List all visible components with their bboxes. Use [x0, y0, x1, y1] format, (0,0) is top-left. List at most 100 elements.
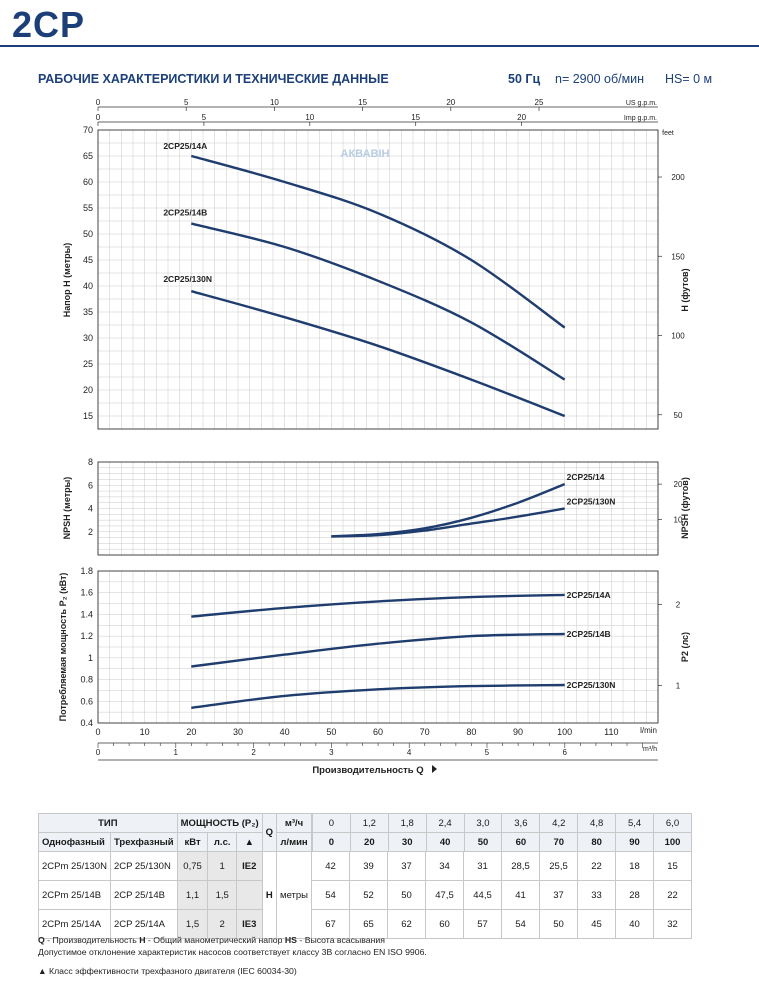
- q-value: 90: [615, 833, 654, 851]
- imp-gpm-tick-label: 15: [411, 113, 420, 122]
- x-axis-label: Производительность Q: [312, 765, 423, 776]
- speed-label: n= 2900 об/мин: [555, 72, 645, 86]
- npsh-y-axis-label: NPSH (метры): [62, 477, 72, 540]
- npsh-curve-label: 2CP25/130N: [567, 497, 616, 507]
- lmin-tick-label: 110: [604, 727, 618, 737]
- m3h-tick-label: 0: [96, 748, 101, 757]
- table-subheader-row: Однофазный Трехфазный кВт л.с. ▲ л/мин 0…: [38, 832, 693, 852]
- head-value: 42: [311, 851, 351, 881]
- head-value: 25,5: [539, 851, 579, 881]
- panel-frame: [97, 461, 659, 556]
- head-feet-tick-label: 150: [671, 252, 685, 261]
- head-y-tick-label: 70: [83, 125, 93, 135]
- head-value: 15: [653, 851, 693, 881]
- lmin-tick-label: 100: [557, 727, 572, 737]
- brand-rule: [0, 45, 759, 47]
- lmin-tick-label: 80: [466, 727, 476, 737]
- section-title: РАБОЧИЕ ХАРАКТЕРИСТИКИ И ТЕХНИЧЕСКИЕ ДАН…: [38, 72, 389, 86]
- lmin-tick-label: 20: [186, 727, 196, 737]
- single-phase-model: 2CPm 25/130N: [38, 851, 111, 881]
- head-value: 54: [311, 880, 351, 910]
- power-hp-tick-label: 1: [676, 681, 681, 690]
- lmin-tick-label: 30: [233, 727, 243, 737]
- head-value: 32: [653, 909, 693, 939]
- head-value: 47,5: [425, 880, 465, 910]
- lmin-tick-label: 70: [420, 727, 430, 737]
- head-value: 60: [425, 909, 465, 939]
- npsh-right-axis-label: NPSH (футов): [680, 477, 690, 539]
- head-value: 28: [615, 880, 655, 910]
- x-axis-arrow-icon: [432, 765, 437, 773]
- q-value: 0: [312, 833, 351, 851]
- head-y-tick-label: 35: [83, 307, 93, 317]
- head-value: 57: [463, 909, 503, 939]
- power-y-tick-label: 1: [88, 653, 93, 663]
- q-value: 80: [577, 833, 616, 851]
- head-curve-label: 2CP25/130N: [163, 274, 212, 284]
- q-value: 60: [501, 833, 540, 851]
- q-value: 40: [425, 833, 465, 851]
- panel-frame: [97, 129, 659, 430]
- head-feet-tick-label: 100: [671, 332, 685, 341]
- meters-header: метры: [276, 851, 313, 939]
- imp-gpm-tick-label: 5: [202, 113, 207, 122]
- single-phase-header: Однофазный: [38, 832, 111, 852]
- q-value: 6,0: [653, 814, 692, 832]
- head-y-tick-label: 55: [83, 203, 93, 213]
- head-value: 31: [463, 851, 503, 881]
- npsh-curve: [331, 507, 565, 538]
- q-value: 70: [539, 833, 578, 851]
- imp-gpm-label: Imp g.p.m.: [624, 115, 657, 122]
- us-gpm-tick-label: 5: [184, 98, 189, 107]
- m3h-header: м³/ч: [276, 813, 313, 833]
- m3h-tick-label: 4: [407, 748, 412, 757]
- power-hp: 1: [207, 851, 237, 881]
- head-y-tick-label: 20: [83, 385, 93, 395]
- efficiency-class: IE2: [235, 851, 263, 881]
- head-value: 45: [577, 909, 617, 939]
- power-header: МОЩНОСТЬ (P₂): [176, 813, 263, 833]
- imp-gpm-tick-label: 10: [305, 113, 314, 122]
- brand-title: 2CP: [12, 4, 86, 45]
- panel-frame: [97, 570, 659, 724]
- efficiency-class: [235, 880, 263, 910]
- head-value: 54: [501, 909, 541, 939]
- q-value: 2,4: [425, 814, 465, 832]
- head-y-axis-label: Напор H (метры): [62, 243, 72, 318]
- spec-table: ТИП МОЩНОСТЬ (P₂) Q м³/ч 0 1,2 1,8 2,4 3,0 3,…: [38, 813, 693, 939]
- power-hp-tick-label: 2: [676, 601, 681, 610]
- npsh-y-tick-label: 4: [88, 504, 93, 514]
- m3h-tick-label: 5: [485, 748, 490, 757]
- head-value: 50: [539, 909, 579, 939]
- head-value: 52: [349, 880, 389, 910]
- npsh-y-tick-label: 6: [88, 480, 93, 490]
- power-curve: [191, 683, 565, 709]
- efficiency-class-header: ▲: [235, 832, 263, 852]
- q-value: 3,6: [501, 814, 540, 832]
- power-kw: 0,75: [176, 851, 209, 881]
- power-curve: [191, 593, 565, 618]
- m3h-tick-label: 3: [329, 748, 334, 757]
- lmin-tick-label: 50: [326, 727, 336, 737]
- head-y-tick-label: 45: [83, 255, 93, 265]
- head-y-tick-label: 60: [83, 177, 93, 187]
- head-value: 18: [615, 851, 655, 881]
- q-value: 30: [387, 833, 427, 851]
- power-y-tick-label: 0.4: [80, 718, 93, 728]
- lmin-tick-label: 10: [140, 727, 150, 737]
- npsh-curve-label: 2CP25/14: [567, 472, 605, 482]
- head-y-tick-label: 30: [83, 333, 93, 343]
- power-y-axis-label: Потребляемая мощность P₂ (кВт): [58, 573, 68, 722]
- head-value: 44,5: [463, 880, 503, 910]
- lmin-tick-label: 0: [95, 727, 100, 737]
- power-y-tick-label: 1.8: [80, 566, 93, 576]
- power-y-tick-label: 1.2: [80, 631, 93, 641]
- imp-gpm-tick-label: 0: [96, 113, 101, 122]
- head-y-tick-label: 65: [83, 151, 93, 161]
- m3h-tick-label: 1: [174, 748, 179, 757]
- power-kw: 1,1: [176, 880, 209, 910]
- three-phase-model: 2CP 25/14A: [109, 909, 178, 939]
- head-value: 22: [653, 880, 693, 910]
- head-value: 39: [349, 851, 389, 881]
